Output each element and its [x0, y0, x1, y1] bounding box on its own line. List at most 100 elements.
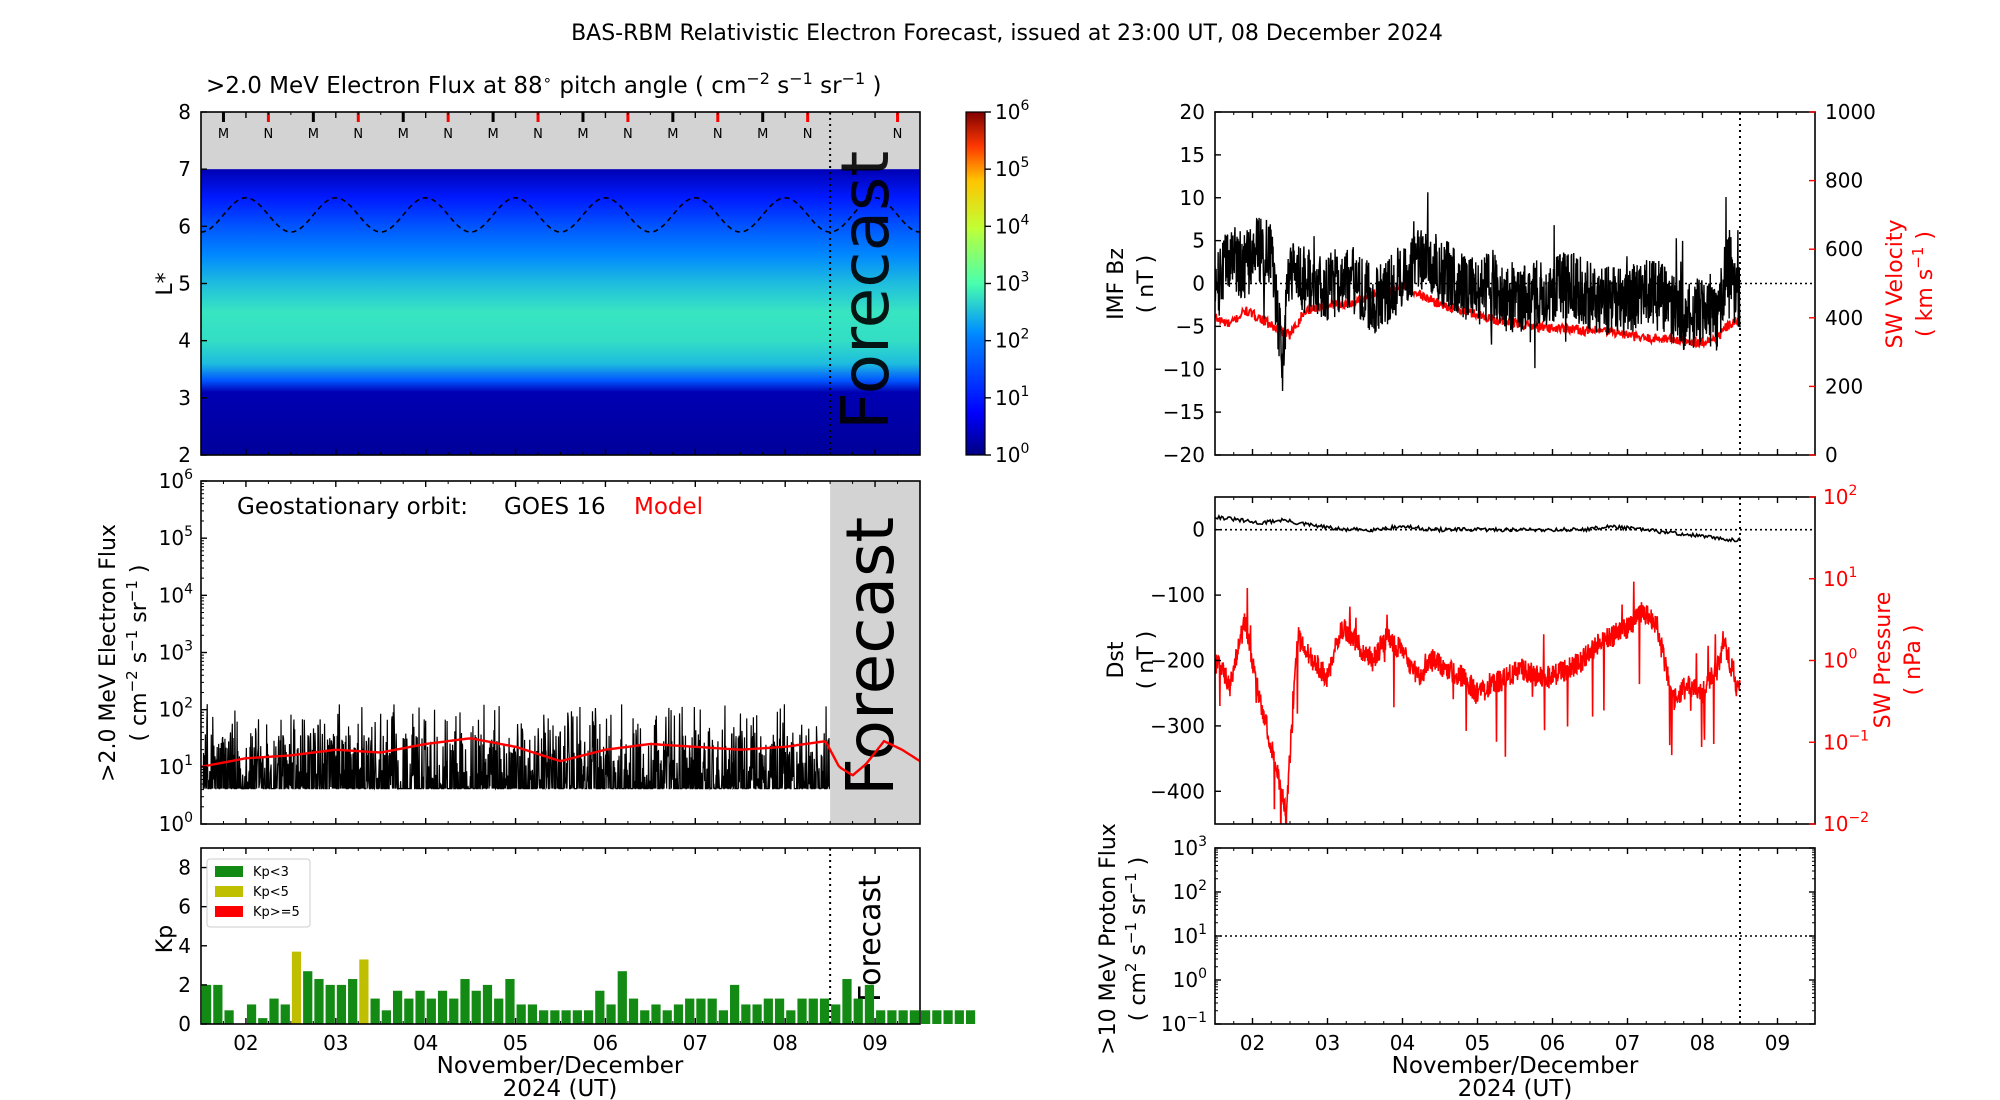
- kp-bar: [561, 1010, 571, 1024]
- lstar-mn-marker: N: [533, 127, 543, 142]
- kp-bar: [527, 1004, 538, 1024]
- geo-model-series: [201, 737, 920, 777]
- imf-right-ytick-label: 800: [1825, 169, 1863, 193]
- lstar-ytick-label: 6: [178, 214, 191, 238]
- proton-xtick-label: 03: [1315, 1031, 1340, 1055]
- dst-ytick-label: −200: [1150, 649, 1205, 673]
- kp-bar: [269, 998, 279, 1024]
- lstar-ytick-label: 7: [178, 157, 191, 181]
- colorbar-tick-label: 105: [995, 155, 1029, 181]
- lstar-nodata-region: [201, 112, 920, 170]
- lstar-mn-marker: M: [218, 127, 229, 142]
- kp-legend-label-2: Kp<5: [253, 885, 289, 900]
- kp-bar: [494, 998, 504, 1024]
- lstar-mn-marker: N: [443, 127, 453, 142]
- lstar-ytick-label: 5: [178, 272, 191, 296]
- kp-bar: [718, 1010, 729, 1024]
- lstar-ytick-label: 8: [178, 100, 191, 124]
- kp-bar: [898, 1010, 908, 1024]
- imf-right-ytick-label: 400: [1825, 306, 1863, 330]
- kp-bar: [876, 1010, 886, 1024]
- dst-right-ytick-label: 10−2: [1823, 810, 1869, 836]
- lstar-mn-marker: M: [398, 127, 409, 142]
- kp-bar: [392, 990, 403, 1024]
- dst-ytick-label: −100: [1150, 583, 1205, 607]
- proton-ytick-label: 103: [1173, 834, 1207, 860]
- imf-ytick-label: −5: [1176, 314, 1205, 338]
- kp-bar: [696, 998, 706, 1024]
- lstar-mn-marker: N: [264, 127, 274, 142]
- dst-right-ylabel-1: SW Pressure: [1871, 592, 1896, 729]
- lstar-forecast-label: Forecast: [827, 151, 904, 430]
- kp-bar: [404, 998, 414, 1024]
- dst-right-ytick-label: 100: [1823, 647, 1857, 673]
- imf-ytick-label: 10: [1180, 186, 1205, 210]
- kp-ylabel: Kp: [153, 925, 178, 953]
- kp-bar: [550, 1010, 560, 1024]
- kp-bar: [258, 1018, 268, 1024]
- left-xlabel-1: November/December: [437, 1053, 684, 1079]
- geo-ytick-label: 106: [159, 467, 193, 493]
- proton-ytick-label: 100: [1173, 966, 1207, 992]
- kp-bar: [381, 1010, 391, 1024]
- kp-bar: [516, 1004, 526, 1024]
- colorbar-tick-label: 106: [995, 98, 1029, 124]
- kp-bar: [797, 998, 807, 1024]
- kp-bar: [640, 1010, 650, 1024]
- dst-ytick-label: −400: [1150, 779, 1205, 803]
- figure-title: BAS-RBM Relativistic Electron Forecast, …: [571, 21, 1443, 46]
- proton-xtick-label: 05: [1465, 1031, 1490, 1055]
- dst-ylabel-2: ( nT ): [1134, 631, 1159, 690]
- kp-bar: [808, 998, 818, 1024]
- geo-ytick-label: 100: [159, 810, 193, 836]
- kp-bar: [662, 1010, 672, 1024]
- lstar-mn-marker: M: [667, 127, 678, 142]
- geo-ytick-label: 103: [159, 639, 193, 665]
- kp-bar: [685, 998, 695, 1024]
- imf-bz-series: [1215, 192, 1741, 392]
- proton-xtick-label: 09: [1765, 1031, 1790, 1055]
- kp-bar: [887, 1010, 897, 1024]
- imf-ytick-label: 5: [1192, 229, 1205, 253]
- colorbar-tick-label: 102: [995, 327, 1029, 353]
- kp-bar: [482, 984, 493, 1024]
- imf-ytick-label: 15: [1180, 143, 1205, 167]
- kp-bar: [246, 1004, 257, 1024]
- imf-ylabel-2: ( nT ): [1134, 255, 1159, 314]
- kp-xtick-label: 02: [233, 1031, 258, 1055]
- kp-xtick-label: 03: [323, 1031, 348, 1055]
- imf-ylabel-1: IMF Bz: [1104, 248, 1129, 320]
- geo-legend-sat: GOES 16: [504, 494, 606, 520]
- kp-bar: [763, 998, 773, 1024]
- lstar-mn-marker: N: [803, 127, 813, 142]
- kp-bar: [303, 971, 313, 1024]
- imf-right-ytick-label: 1000: [1825, 100, 1876, 124]
- imf-right-ylabel-1: SW Velocity: [1883, 219, 1908, 348]
- lstar-ytick-label: 2: [178, 443, 191, 467]
- imf-right-ylabel-2: ( km s−1 ): [1909, 231, 1938, 337]
- lstar-mn-marker: N: [713, 127, 723, 142]
- imf-ytick-label: 20: [1180, 100, 1205, 124]
- dst-ylabel-1: Dst: [1104, 641, 1129, 678]
- kp-legend-swatch-yellow: [215, 886, 243, 897]
- kp-bar: [752, 1004, 762, 1024]
- kp-bar: [741, 1004, 751, 1024]
- geo-forecast-region: [830, 481, 920, 824]
- lstar-ytick-label: 4: [178, 329, 191, 353]
- kp-bar: [505, 979, 515, 1024]
- kp-bar: [954, 1010, 964, 1024]
- dst-series: [1215, 514, 1741, 543]
- kp-bar: [628, 998, 639, 1024]
- proton-ytick-label: 10−1: [1161, 1010, 1207, 1036]
- dst-right-ytick-label: 102: [1823, 483, 1857, 509]
- proton-xtick-label: 02: [1240, 1031, 1265, 1055]
- lstar-magnetopause-line: [201, 196, 920, 233]
- dst-ytick-label: −300: [1150, 714, 1205, 738]
- colorbar: 100 101 102 103 104 105 106: [965, 98, 1029, 467]
- proton-ytick-label: 102: [1173, 878, 1207, 904]
- kp-forecast-label: Forecast: [853, 875, 888, 1002]
- kp-bar: [426, 998, 436, 1024]
- colorbar-tick-label: 100: [995, 441, 1029, 467]
- lstar-mn-marker: M: [487, 127, 498, 142]
